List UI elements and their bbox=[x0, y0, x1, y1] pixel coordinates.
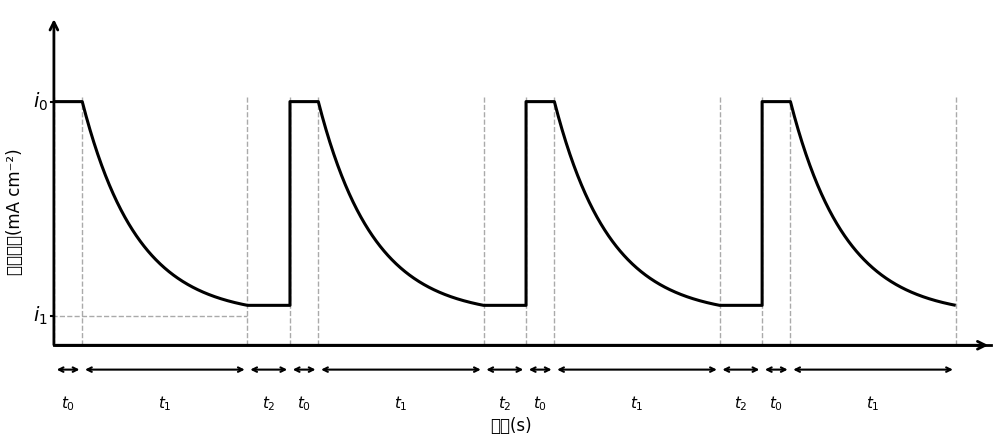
Text: $t_0$: $t_0$ bbox=[61, 394, 75, 413]
Text: $t_0$: $t_0$ bbox=[297, 394, 311, 413]
Text: $t_1$: $t_1$ bbox=[866, 394, 880, 413]
Text: $t_1$: $t_1$ bbox=[630, 394, 644, 413]
Text: 电流密度(mA cm⁻²): 电流密度(mA cm⁻²) bbox=[6, 148, 24, 274]
Text: $t_1$: $t_1$ bbox=[394, 394, 408, 413]
Text: $i_0$: $i_0$ bbox=[33, 91, 48, 113]
Text: $t_2$: $t_2$ bbox=[498, 394, 512, 413]
Text: $t_1$: $t_1$ bbox=[158, 394, 172, 413]
Text: $i_1$: $i_1$ bbox=[33, 305, 48, 327]
Text: $t_2$: $t_2$ bbox=[262, 394, 276, 413]
Text: $t_0$: $t_0$ bbox=[769, 394, 783, 413]
Text: $t_2$: $t_2$ bbox=[734, 394, 748, 413]
Text: 时间(s): 时间(s) bbox=[490, 417, 532, 434]
Text: $t_0$: $t_0$ bbox=[533, 394, 547, 413]
